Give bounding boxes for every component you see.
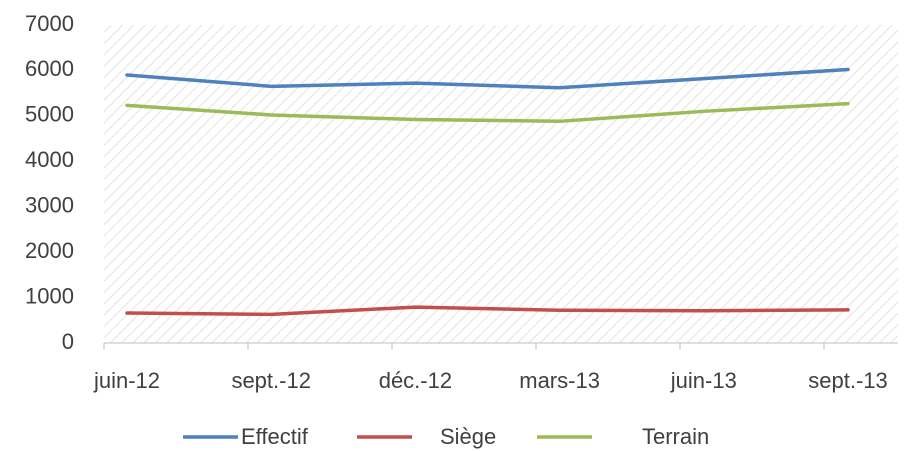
x-tick-label: déc.-12: [379, 368, 452, 393]
y-tick-label: 7000: [25, 11, 74, 36]
y-tick-label: 5000: [25, 102, 74, 127]
x-tick-label: sept.-13: [808, 368, 888, 393]
y-tick-label: 6000: [25, 56, 74, 81]
plot-background: [104, 25, 898, 343]
y-tick-label: 3000: [25, 193, 74, 218]
y-tick-label: 1000: [25, 283, 74, 308]
legend-label: Siège: [440, 424, 496, 449]
legend-label: Effectif: [241, 424, 309, 449]
x-tick-label: mars-13: [519, 368, 600, 393]
legend-label: Terrain: [642, 424, 709, 449]
y-tick-label: 4000: [25, 147, 74, 172]
x-tick-label: sept.-12: [231, 368, 311, 393]
series-line: [125, 305, 850, 317]
y-tick-label: 2000: [25, 238, 74, 263]
series-line: [125, 67, 850, 90]
y-tick-label: 0: [62, 329, 74, 354]
series-line: [125, 101, 850, 124]
x-tick-label: juin-13: [670, 368, 737, 393]
x-tick-label: juin-12: [93, 368, 160, 393]
